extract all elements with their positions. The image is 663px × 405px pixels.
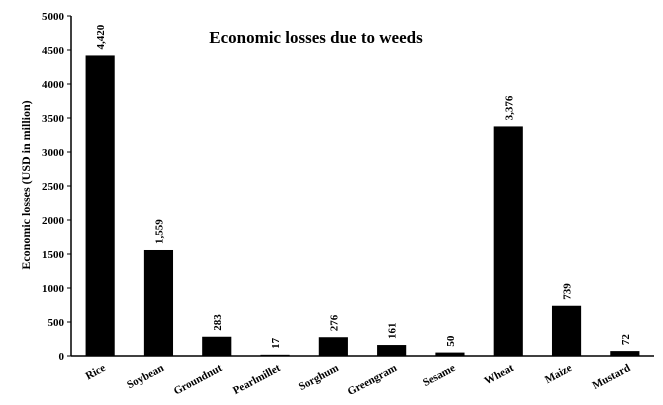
y-tick-label: 4000 bbox=[42, 79, 65, 91]
y-axis-label: Economic losses (USD in million) bbox=[19, 100, 33, 269]
bar-mustard bbox=[610, 351, 640, 356]
bar-sesame bbox=[435, 352, 465, 356]
x-category-label: Sorghum bbox=[297, 362, 341, 393]
bar-maize bbox=[551, 305, 582, 356]
y-tick-label: 0 bbox=[59, 351, 65, 363]
x-category-label: Sesame bbox=[421, 362, 457, 389]
y-tick-label: 1000 bbox=[42, 283, 65, 295]
data-label: 161 bbox=[387, 323, 399, 340]
y-tick-label: 3000 bbox=[42, 147, 65, 159]
y-tick-label: 3500 bbox=[42, 113, 65, 125]
data-label: 72 bbox=[620, 334, 632, 346]
bar-sorghum bbox=[318, 337, 348, 356]
data-label: 739 bbox=[562, 283, 574, 300]
x-category-label: Mustard bbox=[590, 362, 632, 392]
x-category-label: Greengram bbox=[346, 362, 399, 398]
bar-greengram bbox=[377, 345, 407, 356]
bar-wheat bbox=[493, 126, 523, 356]
data-label: 283 bbox=[212, 314, 224, 331]
chart-title: Economic losses due to weeds bbox=[209, 28, 423, 47]
data-label: 17 bbox=[270, 337, 282, 349]
data-label: 4,420 bbox=[95, 24, 107, 49]
data-label: 50 bbox=[445, 335, 457, 347]
bar-pearlmillet bbox=[260, 354, 290, 356]
x-category-label: Wheat bbox=[483, 362, 516, 387]
y-tick-label: 2500 bbox=[42, 181, 65, 193]
data-label: 1,559 bbox=[153, 219, 165, 244]
x-category-label: Maize bbox=[543, 362, 574, 386]
x-category-label: Pearlmillet bbox=[231, 362, 283, 397]
y-tick-label: 500 bbox=[48, 317, 65, 329]
x-category-label: Rice bbox=[84, 362, 108, 382]
data-label: 276 bbox=[328, 314, 340, 331]
data-label: 3,376 bbox=[503, 95, 515, 120]
bar-rice bbox=[85, 55, 115, 356]
y-tick-label: 1500 bbox=[42, 249, 65, 261]
x-category-label: Groundnut bbox=[172, 362, 225, 398]
y-tick-label: 2000 bbox=[42, 215, 65, 227]
y-tick-label: 5000 bbox=[42, 11, 65, 23]
x-category-label: Soybean bbox=[125, 362, 166, 391]
bar-groundnut bbox=[202, 336, 232, 356]
y-tick-label: 4500 bbox=[42, 45, 65, 57]
bar-soybean bbox=[143, 249, 174, 356]
